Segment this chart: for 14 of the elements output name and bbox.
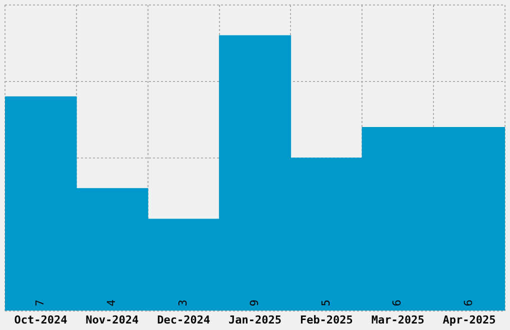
x-tick-label: Oct-2024 — [14, 313, 68, 326]
data-label: 7 — [34, 300, 47, 306]
data-label: 3 — [176, 300, 190, 306]
x-tick-label: Mar-2025 — [371, 313, 424, 326]
data-label: 6 — [462, 300, 476, 306]
x-tick-label: Dec-2024 — [157, 313, 210, 326]
data-label: 5 — [319, 300, 332, 306]
data-label: 6 — [390, 300, 404, 306]
data-label: 9 — [248, 300, 261, 306]
data-label: 4 — [105, 299, 118, 306]
x-tick-label: Feb-2025 — [300, 313, 353, 326]
x-tick-label: Apr-2025 — [442, 313, 496, 326]
x-tick-label: Nov-2024 — [86, 313, 140, 326]
x-tick-label: Jan-2025 — [228, 313, 282, 326]
